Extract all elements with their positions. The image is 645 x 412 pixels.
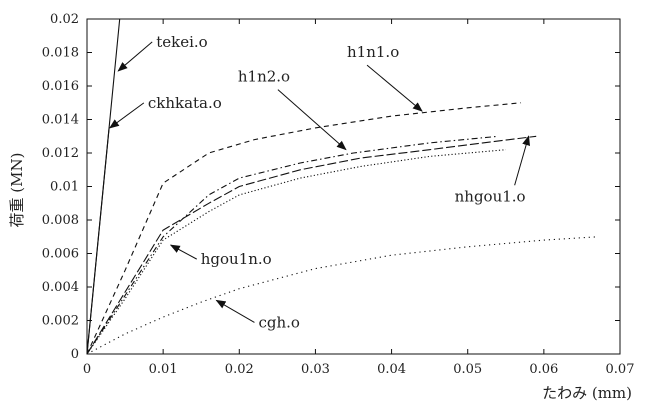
annotation-label: h1n1.o — [347, 43, 399, 61]
series-lines — [86, 18, 598, 355]
annotation-label: hgou1n.o — [201, 250, 272, 268]
series-annotations: tekei.o ckhkata.o h1n1.o h1n2.o hgou1n.o nhgo… — [109, 33, 531, 331]
y-tick-label: 0.008 — [42, 213, 79, 228]
x-tick-label: 0.07 — [606, 362, 635, 377]
y-tick-label: 0.012 — [42, 146, 79, 161]
annotation-label: tekei.o — [156, 33, 207, 51]
annotation-arrow — [514, 135, 531, 186]
plot-frame — [86, 18, 621, 355]
axis-ticks: 0 0.01 0.02 0.03 0.04 0.05 0.06 0.07 0 0.002 0.004… — [42, 12, 635, 377]
x-tick-label: 0.05 — [453, 362, 482, 377]
annotation-arrow — [117, 41, 153, 72]
y-tick-label: 0.002 — [42, 314, 79, 329]
series-line-nhgou1-o — [86, 135, 537, 355]
annotation-arrow — [366, 64, 423, 112]
x-tick-label: 0.04 — [377, 362, 406, 377]
series-line-cgh-o — [86, 236, 598, 355]
annotation-arrow — [277, 89, 347, 151]
annotation-label: cgh.o — [258, 313, 299, 331]
x-tick-label: 0.01 — [149, 362, 178, 377]
y-axis-title: 荷重 (MN) — [8, 153, 26, 228]
y-tick-label: 0 — [71, 347, 79, 362]
y-tick-label: 0.01 — [50, 180, 79, 195]
annotation-label: nhgou1.o — [455, 187, 526, 205]
annotation-label: h1n2.o — [238, 68, 290, 86]
x-tick-label: 0.03 — [301, 362, 330, 377]
x-tick-label: 0.02 — [225, 362, 254, 377]
series-line-ckhkata-o — [86, 127, 110, 355]
x-tick-label: 0.06 — [529, 362, 558, 377]
annotation-label: ckhkata.o — [148, 94, 222, 112]
x-axis-title: たわみ (mm) — [542, 384, 632, 402]
y-tick-label: 0.018 — [42, 46, 79, 61]
y-tick-label: 0.02 — [50, 12, 79, 27]
annotation-arrow — [215, 299, 255, 323]
x-tick-label: 0 — [83, 362, 91, 377]
series-line-h1n1-o — [86, 102, 522, 355]
y-tick-label: 0.014 — [42, 113, 79, 128]
y-tick-label: 0.004 — [42, 280, 79, 295]
y-tick-label: 0.016 — [42, 79, 79, 94]
annotation-arrow — [169, 244, 197, 260]
annotation-arrow — [109, 102, 145, 129]
y-tick-label: 0.006 — [42, 247, 79, 262]
